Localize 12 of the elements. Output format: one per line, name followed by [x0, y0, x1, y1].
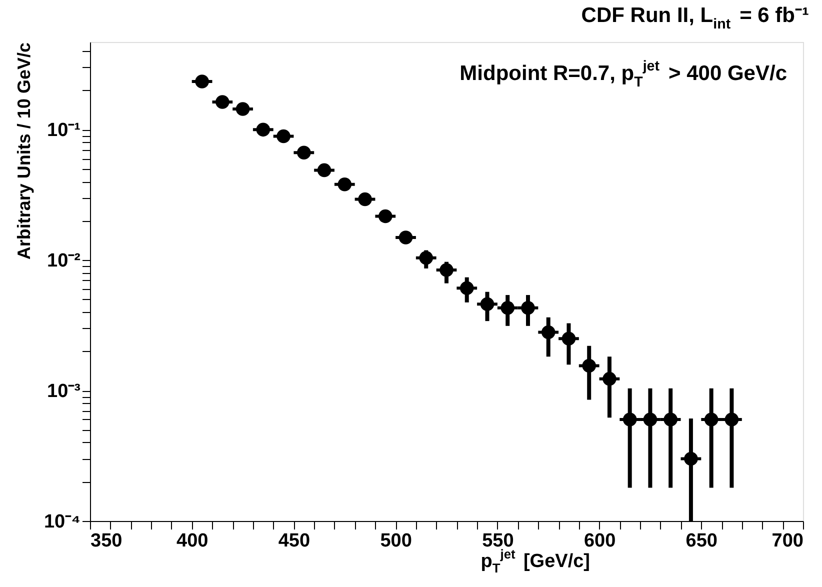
x-tick-label: 400: [176, 530, 208, 552]
y-tick-label: 10⁻⁴: [44, 512, 80, 532]
y-tick-label: 10⁻¹: [47, 120, 80, 142]
x-tick-label: 700: [772, 530, 804, 552]
y-tick-label: 10⁻²: [47, 250, 80, 272]
x-tick-label: 650: [686, 530, 718, 552]
y-tick-label: 10⁻³: [47, 381, 80, 402]
x-tick-label: 350: [90, 530, 122, 552]
x-tick-label: 500: [380, 530, 412, 552]
y-axis-title: Arbitrary Units / 10 GeV/c: [14, 42, 34, 260]
x-tick-label: 600: [584, 530, 616, 552]
x-tick-label: 450: [278, 530, 310, 552]
